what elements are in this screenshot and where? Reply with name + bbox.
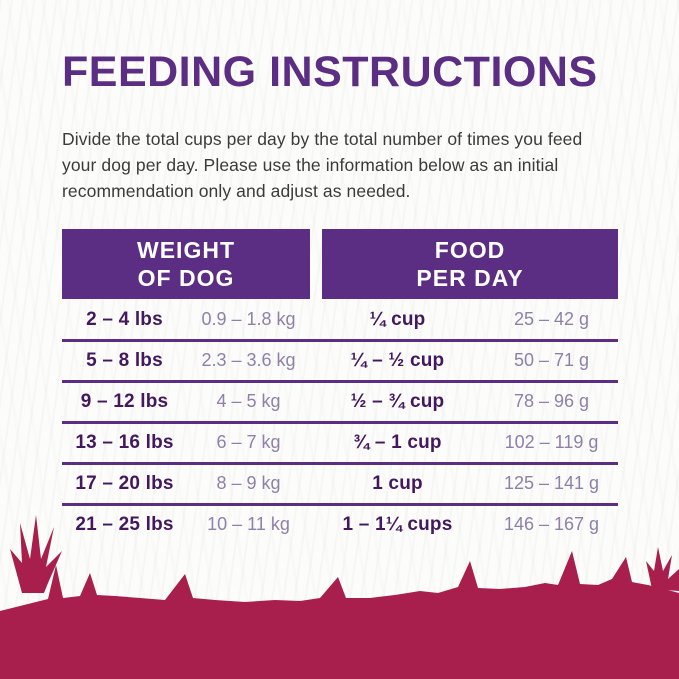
weight-kg: 6 – 7 kg bbox=[216, 432, 281, 453]
food-grams: 25 – 42 g bbox=[513, 309, 590, 330]
food-cups: ¾ – 1 cup bbox=[353, 431, 442, 453]
table-header: WEIGHT OF DOG FOOD PER DAY bbox=[62, 228, 618, 299]
table-row: 2 – 4 lbs 0.9 – 1.8 kg ¼ cup 25 – 42 g bbox=[62, 301, 618, 339]
food-cups: 1 cup bbox=[372, 472, 423, 494]
row-divider bbox=[62, 420, 618, 424]
table-row: 21 – 25 lbs 10 – 11 kg 1 – 1¼ cups 146 –… bbox=[62, 506, 618, 544]
weight-lbs: 13 – 16 lbs bbox=[75, 431, 174, 453]
weight-lbs: 5 – 8 lbs bbox=[86, 349, 163, 371]
food-cups: ¼ cup bbox=[369, 308, 426, 330]
weight-of-dog-header: WEIGHT OF DOG bbox=[62, 228, 310, 299]
food-grams: 125 – 141 g bbox=[503, 473, 600, 494]
weight-kg: 8 – 9 kg bbox=[216, 473, 281, 494]
intro-text: Divide the total cups per day by the tot… bbox=[62, 129, 583, 201]
row-divider bbox=[62, 502, 618, 506]
table-row: 17 – 20 lbs 8 – 9 kg 1 cup 125 – 141 g bbox=[62, 465, 618, 503]
weight-lbs: 21 – 25 lbs bbox=[75, 513, 174, 535]
content: FEEDING INSTRUCTIONS Divide the total cu… bbox=[62, 48, 618, 544]
grass-silhouette bbox=[0, 515, 679, 679]
food-grams: 102 – 119 g bbox=[504, 432, 599, 453]
feeding-table: WEIGHT OF DOG FOOD PER DAY 2 – 4 lbs 0.9… bbox=[62, 228, 618, 544]
row-divider bbox=[62, 338, 618, 342]
weight-kg: 4 – 5 kg bbox=[216, 391, 281, 412]
food-cups: 1 – 1¼ cups bbox=[342, 513, 453, 535]
page-title: FEEDING INSTRUCTIONS bbox=[62, 48, 598, 96]
food-per-day-header: FOOD PER DAY bbox=[322, 228, 618, 299]
weight-kg: 2.3 – 3.6 kg bbox=[201, 350, 296, 371]
food-cups: ½ – ¾ cup bbox=[350, 390, 445, 412]
row-divider bbox=[62, 461, 618, 465]
table-row: 13 – 16 lbs 6 – 7 kg ¾ – 1 cup 102 – 119… bbox=[62, 424, 618, 462]
food-cups: ¼ – ½ cup bbox=[350, 349, 445, 371]
food-grams: 146 – 167 g bbox=[503, 514, 600, 535]
food-grams: 50 – 71 g bbox=[513, 350, 590, 371]
weight-kg: 0.9 – 1.8 kg bbox=[201, 309, 296, 330]
food-grams: 78 – 96 g bbox=[513, 391, 590, 412]
weight-lbs: 9 – 12 lbs bbox=[80, 390, 169, 412]
row-divider bbox=[62, 379, 618, 383]
weight-kg: 10 – 11 kg bbox=[207, 514, 290, 535]
weight-lbs: 17 – 20 lbs bbox=[75, 472, 174, 494]
table-row: 9 – 12 lbs 4 – 5 kg ½ – ¾ cup 78 – 96 g bbox=[62, 383, 618, 421]
weight-lbs: 2 – 4 lbs bbox=[86, 308, 163, 330]
table-row: 5 – 8 lbs 2.3 – 3.6 kg ¼ – ½ cup 50 – 71… bbox=[62, 342, 618, 380]
